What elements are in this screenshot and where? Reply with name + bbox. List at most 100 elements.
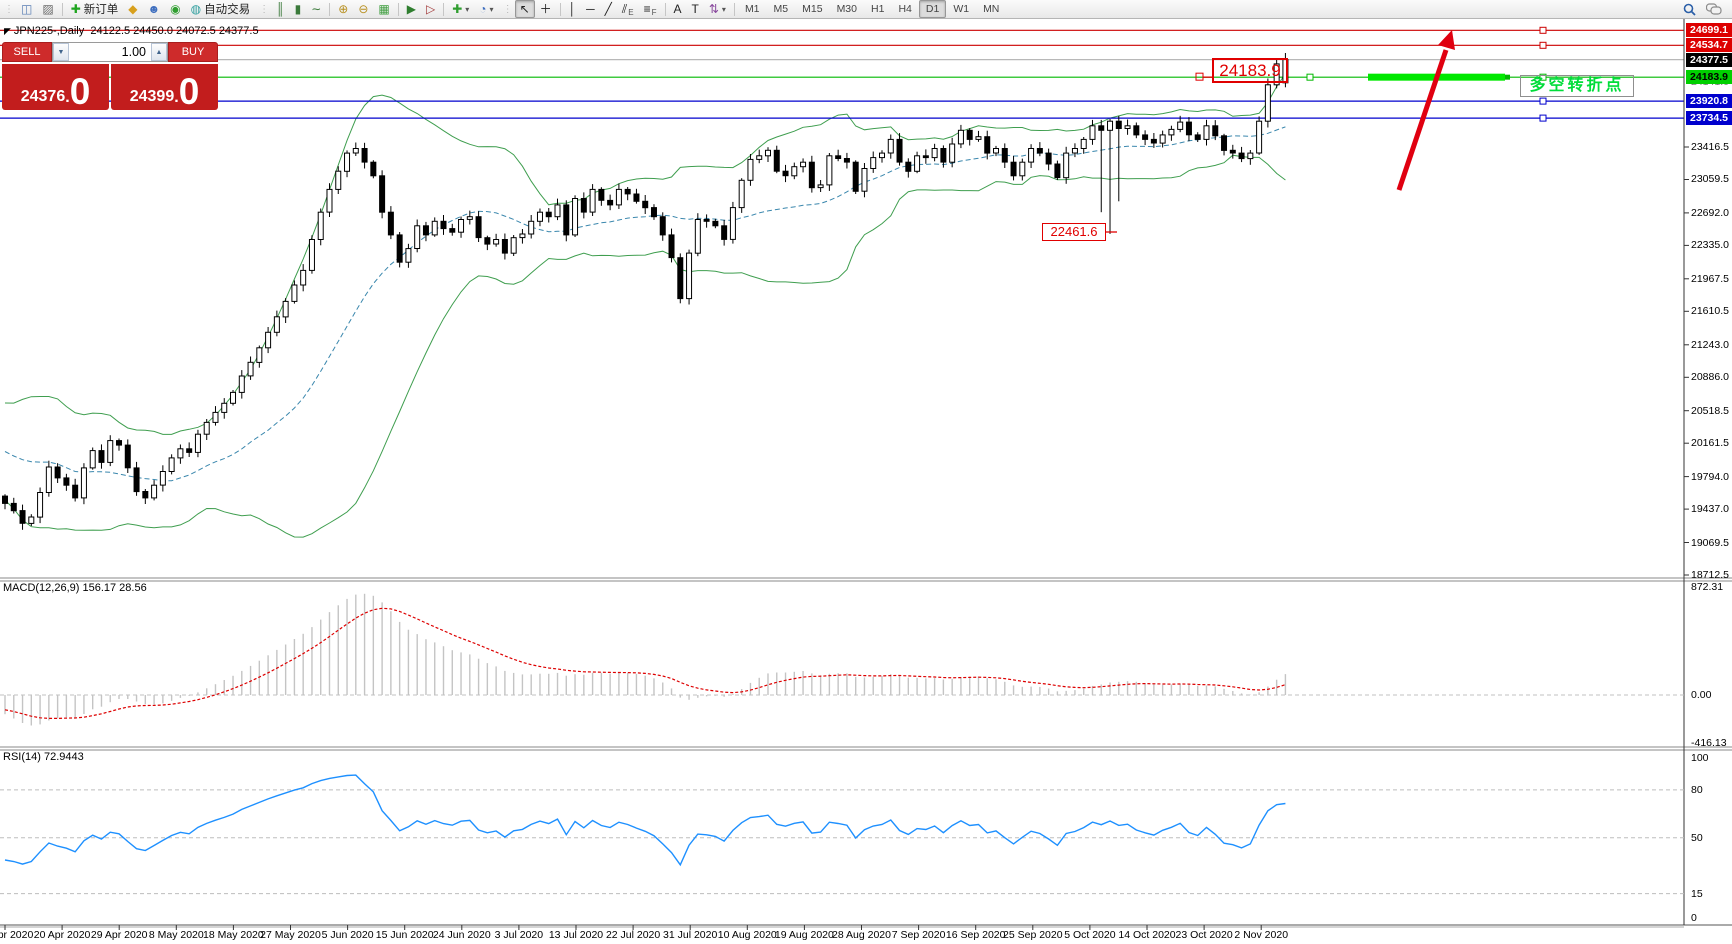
line-chart-icon[interactable]: ∼ <box>306 0 326 18</box>
sell-price[interactable]: 24376. 0 <box>2 64 109 110</box>
indicators-icon-dropdown[interactable]: ▾ <box>465 4 470 14</box>
note-annotation[interactable]: 多空转折点 <box>1520 75 1634 97</box>
market-watch-icon: ◆ <box>128 2 138 16</box>
arrows-icon[interactable]: ⇅ ▾ <box>704 0 731 18</box>
price-axis-tick: 21610.5 <box>1691 305 1729 318</box>
auto-scroll-icon[interactable]: ▶ <box>402 0 421 18</box>
periods-icon-dropdown[interactable]: ▾ <box>489 4 494 14</box>
trendline-icon[interactable]: ╱ <box>600 0 617 18</box>
candlestick-series <box>2 53 1289 530</box>
bar-chart-icon: ║ <box>276 2 285 16</box>
time-axis-label: 28 Aug 2020 <box>832 929 891 941</box>
periods-icon: ◔ <box>479 2 487 16</box>
fibonacci-icon-sub: F <box>651 8 657 17</box>
price-dot: . <box>174 89 179 106</box>
new-chart-window-icon[interactable]: ◫ <box>16 0 37 18</box>
chat-icon[interactable] <box>1706 2 1722 16</box>
time-axis-label: 10 Aug 2020 <box>717 929 777 941</box>
market-watch-icon[interactable]: ◆ <box>123 0 142 18</box>
time-axis-label: 25 Sep 2020 <box>1003 929 1063 941</box>
volume-stepper: ▼ 1.00 ▲ <box>52 42 168 62</box>
crosshair-icon: ＋ <box>539 2 552 16</box>
price-axis-tick: 19437.0 <box>1691 503 1729 516</box>
bar-chart-icon[interactable]: ║ <box>271 0 290 18</box>
time-axis-label: 27 May 2020 <box>260 929 321 941</box>
data-window-icon[interactable]: ☻ <box>142 0 165 18</box>
macd-axis-label: 0.00 <box>1691 689 1712 701</box>
chart-profiles-icon[interactable]: ▨ <box>37 0 58 18</box>
price-axis-tick: 23059.5 <box>1691 173 1729 186</box>
toolbar: ⋮ ◫ ▨ ✚ 新订单 ◆ ☻ ◉ ◍ 自动交易 ⋮ ║ ▮ ∼ ⊕ ⊖ ▦ ▶ ▷ ✚ ▾ ◔ ▾ ⋮ ↖ ＋ │ ─ ╱ ⫽ E ≡ F A T… <box>0 0 1732 19</box>
horizontal-level-lines[interactable] <box>0 26 1684 122</box>
toolbar-buttons: ⋮ ◫ ▨ ✚ 新订单 ◆ ☻ ◉ ◍ 自动交易 ⋮ ║ ▮ ∼ ⊕ ⊖ ▦ ▶ ▷ ✚ ▾ ◔ ▾ ⋮ ↖ ＋ │ ─ ╱ ⫽ E ≡ F A T… <box>0 0 1006 18</box>
volume-down-button[interactable]: ▼ <box>53 43 69 61</box>
cursor-icon: ↖ <box>519 2 530 16</box>
tile-windows-icon[interactable]: ▦ <box>373 0 394 18</box>
arrows-icon-dropdown[interactable]: ▾ <box>721 4 726 14</box>
candlestick-chart-icon[interactable]: ▮ <box>290 0 307 18</box>
toolbar-separator <box>61 2 63 16</box>
volume-up-button[interactable]: ▲ <box>151 43 167 61</box>
timeframe-m15[interactable]: M15 <box>802 3 823 15</box>
price-level-label: 24377.5 <box>1686 52 1732 67</box>
macd-panel <box>0 593 1684 726</box>
toolbar-separator <box>559 2 561 16</box>
chart-corner-icon: ◤ <box>4 26 11 36</box>
price-dot: . <box>65 89 70 106</box>
fibonacci-icon[interactable]: ≡ F <box>639 0 662 18</box>
toolbar-grip: ⋮ <box>502 3 513 15</box>
buy-button[interactable]: BUY <box>168 42 218 62</box>
timeframe-mn[interactable]: MN <box>983 3 1000 15</box>
price-level-label: 24699.1 <box>1686 23 1732 38</box>
one-click-trade-panel: SELL ▼ 1.00 ▲ BUY 24376. 0 24399. 0 <box>2 42 218 110</box>
autotrading-button[interactable]: ◍ 自动交易 <box>186 0 255 18</box>
panel-separators[interactable] <box>0 19 1732 928</box>
zoom-in-icon[interactable]: ⊕ <box>333 0 353 18</box>
timeframe-d1[interactable]: D1 <box>918 0 947 18</box>
chart-title: ◤ JPN225-,Daily 24122.5 24450.0 24072.5 2… <box>4 25 259 37</box>
price-level-label: 23920.8 <box>1686 94 1732 109</box>
rsi-indicator-label: RSI(14) 72.9443 <box>3 751 84 763</box>
signal-icon[interactable]: ◉ <box>165 0 185 18</box>
timeframe-m5[interactable]: M5 <box>773 3 789 15</box>
timeframe-m30[interactable]: M30 <box>836 3 857 15</box>
price-pip: 0 <box>178 71 200 112</box>
equidistant-channel-icon[interactable]: ⫽ E <box>617 0 639 18</box>
price-axis-tick: 20518.5 <box>1691 404 1729 417</box>
price-annotation-24183[interactable]: 24183.9 <box>1212 58 1288 83</box>
arrows-icon: ⇅ <box>708 2 719 16</box>
price-axis-tick: 20161.5 <box>1691 437 1729 450</box>
bollinger-bands <box>4 73 1286 538</box>
cursor-icon[interactable]: ↖ <box>514 0 535 18</box>
buy-price[interactable]: 24399. 0 <box>111 64 218 110</box>
search-icon[interactable] <box>1683 3 1696 16</box>
new-order-button: ✚ <box>70 2 81 16</box>
toolbar-separator <box>443 2 445 16</box>
time-axis-label: 5 Jun 2020 <box>321 929 374 941</box>
periods-icon[interactable]: ◔ ▾ <box>474 0 498 18</box>
chart-ohlc-values: 24122.5 24450.0 24072.5 24377.5 <box>90 25 259 37</box>
text-label-icon[interactable]: T <box>687 0 704 18</box>
price-annotation-22461[interactable]: 22461.6 <box>1042 223 1106 241</box>
text-icon[interactable]: A <box>669 0 687 18</box>
new-chart-window-icon: ◫ <box>21 2 33 16</box>
tile-windows-icon: ▦ <box>378 2 390 16</box>
volume-input[interactable]: 1.00 <box>121 45 146 59</box>
vertical-line-icon[interactable]: │ <box>564 0 582 18</box>
chart-shift-icon[interactable]: ▷ <box>421 0 440 18</box>
timeframe-h4[interactable]: H4 <box>898 3 912 15</box>
price-axis-tick: 20886.0 <box>1691 371 1729 384</box>
crosshair-icon[interactable]: ＋ <box>535 0 557 18</box>
horizontal-line-icon[interactable]: ─ <box>581 0 600 18</box>
timeframe-h1[interactable]: H1 <box>871 3 885 15</box>
zoom-out-icon[interactable]: ⊖ <box>353 0 373 18</box>
new-order-button[interactable]: ✚ 新订单 <box>66 0 124 18</box>
price-level-label: 24534.7 <box>1686 38 1732 53</box>
indicators-icon[interactable]: ✚ ▾ <box>447 0 474 18</box>
timeframe-m1[interactable]: M1 <box>744 3 760 15</box>
trend-arrow[interactable] <box>1396 30 1455 191</box>
timeframe-w1[interactable]: W1 <box>953 3 970 15</box>
price-axis-tick: 19794.0 <box>1691 470 1729 483</box>
sell-button[interactable]: SELL <box>2 42 52 62</box>
